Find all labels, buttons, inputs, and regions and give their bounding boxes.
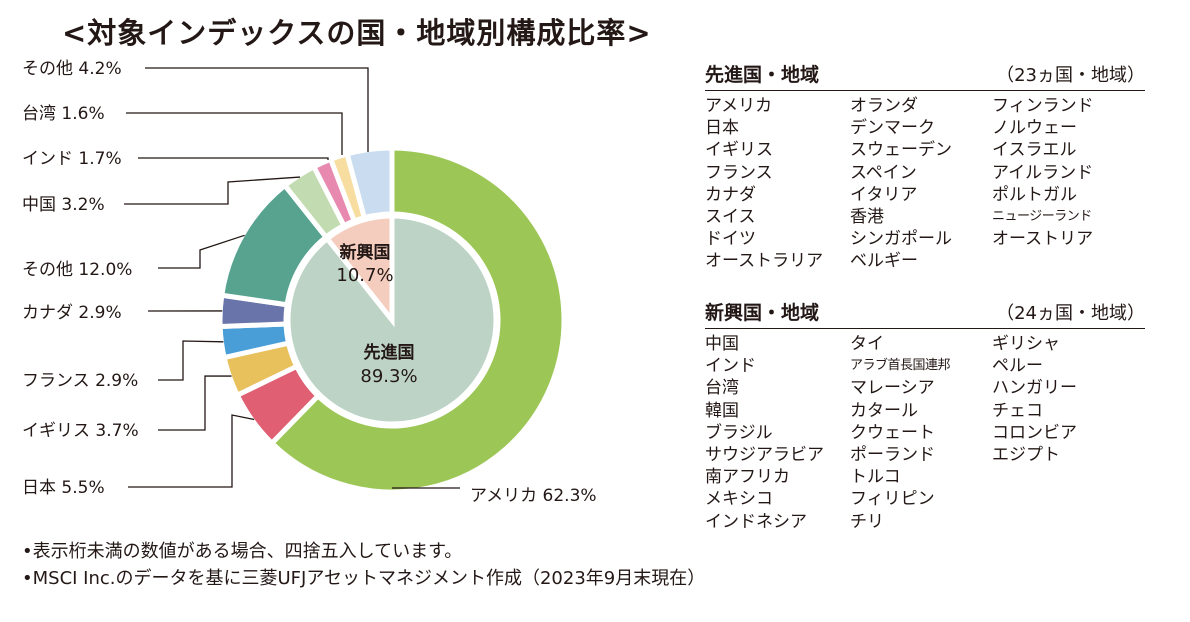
country-item: クウェート xyxy=(850,422,935,443)
emerging-column: 中国 インド 台湾 韓国 ブラジル サウジアラビア 南アフリカ メキシコ インドネシア xyxy=(705,333,850,533)
country-item: 香港 xyxy=(850,207,884,228)
country-item: エジプト xyxy=(992,445,1060,466)
developed-list: アメリカ 日本 イギリス フランス カナダ スイス ドイツ オーストラリア オランダ デンマークス… xyxy=(705,95,1145,273)
emerging-column: ギリシャ ペルー ハンガリー チェコ コロンビア エジプト xyxy=(992,333,1145,533)
developed-column: オランダ デンマーク スウェーデン スペイン イタリア 香港 シンガポール ベルギー xyxy=(850,95,992,273)
emerging-list: 中国 インド 台湾 韓国 ブラジル サウジアラビア 南アフリカ メキシコ インドネシア タイ アラブ… xyxy=(705,333,1145,533)
slice-label: 台湾 1.6% xyxy=(22,104,105,124)
slice-label: イギリス 3.7% xyxy=(22,421,139,441)
slice-label: その他 4.2% xyxy=(22,59,122,79)
developed-header: 先進国・地域 （23ヵ国・地域） xyxy=(705,60,1145,91)
country-item: スペイン xyxy=(850,162,917,183)
slice-label: インド 1.7% xyxy=(22,149,122,169)
slice-label: 中国 3.2% xyxy=(22,195,105,215)
leader-line xyxy=(126,112,343,155)
country-item: 台湾 xyxy=(705,378,739,399)
country-item: カナダ xyxy=(705,184,756,205)
developed-panel: 先進国・地域 （23ヵ国・地域） アメリカ 日本 イギリス フランス カナダ スイス ドイツ… xyxy=(705,60,1145,273)
developed-column: アメリカ 日本 イギリス フランス カナダ スイス ドイツ オーストラリア xyxy=(705,95,850,273)
country-item: ブラジル xyxy=(705,422,773,443)
country-item: アメリカ xyxy=(705,96,773,116)
country-item: ニュージーランド xyxy=(992,209,1092,225)
country-item: カタール xyxy=(850,400,918,421)
inner-label-name: 先進国 xyxy=(364,342,415,363)
inner-label-value: 10.7% xyxy=(336,265,393,286)
country-item: スウェーデン xyxy=(850,140,952,161)
leader-line xyxy=(128,414,255,488)
slice-label: 日本 5.5% xyxy=(22,478,105,498)
chart-title: <対象インデックスの国・地域別構成比率> xyxy=(62,16,652,50)
footnotes: •表示桁未満の数値がある場合、四捨五入しています。 •MSCI Inc.のデータ… xyxy=(22,538,705,592)
inner-label-name: 新興国 xyxy=(340,242,391,263)
country-item: ポーランド xyxy=(850,445,935,466)
developed-count: （23ヵ国・地域） xyxy=(996,65,1145,86)
country-item: 南アフリカ xyxy=(705,467,790,488)
country-item: トルコ xyxy=(850,467,901,488)
country-item: オーストリア xyxy=(992,229,1094,250)
inner-slice xyxy=(323,213,395,328)
country-item: フランス xyxy=(705,162,773,183)
country-item: フィリピン xyxy=(850,489,935,510)
leader-line xyxy=(124,176,301,205)
country-item: アイルランド xyxy=(992,162,1094,183)
country-item: インドネシア xyxy=(705,511,807,532)
developed-title: 先進国・地域 xyxy=(705,64,820,86)
developed-column: フィンランド ノルウェー イスラエル アイルランド ポルトガルニュージーランドオーストリ… xyxy=(992,95,1145,273)
country-item: ギリシャ xyxy=(992,334,1060,354)
country-item: スイス xyxy=(705,207,756,228)
country-item: イタリア xyxy=(850,184,918,205)
emerging-panel: 新興国・地域 （24ヵ国・地域） 中国 インド 台湾 韓国 ブラジル サウジアラビア 南アフ… xyxy=(705,298,1145,533)
country-item: メキシコ xyxy=(705,489,773,510)
country-item: インド xyxy=(705,356,756,377)
slice-label: カナダ 2.9% xyxy=(22,303,122,323)
emerging-header: 新興国・地域 （24ヵ国・地域） xyxy=(705,298,1145,329)
country-item: 日本 xyxy=(705,118,739,139)
emerging-column: タイアラブ首長国連邦マレーシア カタール クウェート ポーランド トルコ フィリピン チリ xyxy=(850,333,992,533)
country-item: 中国 xyxy=(705,334,739,354)
country-item: フィンランド xyxy=(992,96,1094,116)
country-item: ポルトガル xyxy=(992,184,1077,205)
country-item: イギリス xyxy=(705,140,773,161)
country-item: ベルギー xyxy=(850,251,918,272)
leader-line xyxy=(158,375,232,431)
country-item: イスラエル xyxy=(992,140,1077,161)
inner-label-value: 89.3% xyxy=(360,366,417,387)
country-item: ドイツ xyxy=(705,229,756,250)
country-item: デンマーク xyxy=(850,118,935,139)
country-item: オランダ xyxy=(850,96,918,116)
leader-line xyxy=(158,340,224,381)
country-item: コロンビア xyxy=(992,422,1077,443)
emerging-title: 新興国・地域 xyxy=(705,302,820,324)
footnote-source: •MSCI Inc.のデータを基に三菱UFJアセットマネジメント作成（2023年… xyxy=(22,568,706,589)
inner-slice xyxy=(285,213,499,427)
country-item: オーストラリア xyxy=(705,251,824,272)
country-item: チェコ xyxy=(992,400,1043,421)
country-item: 韓国 xyxy=(705,400,739,421)
leader-line xyxy=(138,157,329,160)
country-item: マレーシア xyxy=(850,378,935,399)
footnote-rounding: •表示桁未満の数値がある場合、四捨五入しています。 xyxy=(22,541,463,562)
slice-label: その他 12.0% xyxy=(22,260,132,280)
country-item: タイ xyxy=(850,334,884,354)
country-item: シンガポール xyxy=(850,229,952,250)
country-item: アラブ首長国連邦 xyxy=(850,358,951,374)
country-item: ペルー xyxy=(992,356,1043,377)
slice-label: フランス 2.9% xyxy=(22,371,138,391)
country-item: ノルウェー xyxy=(992,118,1077,139)
country-item: ハンガリー xyxy=(992,378,1077,399)
slice-label: アメリカ 62.3% xyxy=(470,486,597,506)
country-item: サウジアラビア xyxy=(705,445,824,466)
leader-line xyxy=(145,67,369,152)
country-item: チリ xyxy=(850,511,884,532)
emerging-count: （24ヵ国・地域） xyxy=(996,303,1145,324)
leader-line xyxy=(158,234,245,269)
